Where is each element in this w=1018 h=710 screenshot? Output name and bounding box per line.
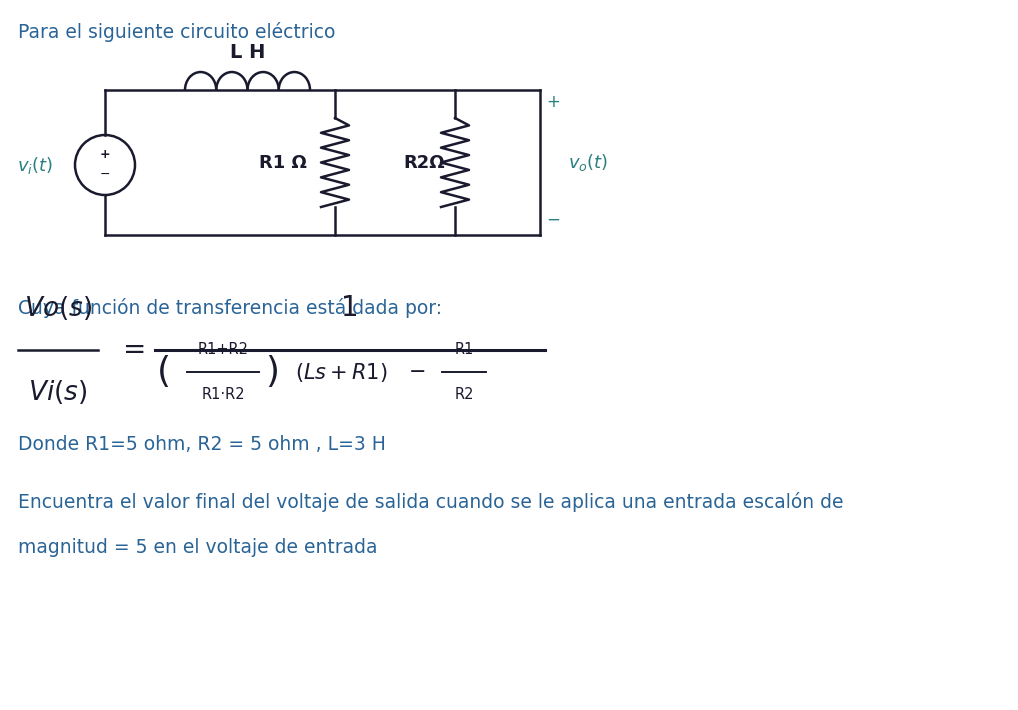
Text: (: ( — [157, 355, 171, 389]
Text: ): ) — [265, 355, 279, 389]
Text: R1·R2: R1·R2 — [202, 387, 244, 402]
Text: +: + — [546, 93, 560, 111]
Text: Donde R1=5 ohm, R2 = 5 ohm , L=3 H: Donde R1=5 ohm, R2 = 5 ohm , L=3 H — [18, 435, 386, 454]
Text: $v_o(t)$: $v_o(t)$ — [568, 152, 609, 173]
Text: Para el siguiente circuito eléctrico: Para el siguiente circuito eléctrico — [18, 22, 335, 42]
Text: +: + — [100, 148, 110, 161]
Text: R1 Ω: R1 Ω — [260, 153, 307, 172]
Text: $v_i(t)$: $v_i(t)$ — [17, 155, 53, 175]
Text: Cuya función de transferencia está dada por:: Cuya función de transferencia está dada … — [18, 298, 442, 318]
Text: Encuentra el valor final del voltaje de salida cuando se le aplica una entrada e: Encuentra el valor final del voltaje de … — [18, 492, 844, 512]
Text: −: − — [546, 211, 560, 229]
Text: magnitud = 5 en el voltaje de entrada: magnitud = 5 en el voltaje de entrada — [18, 538, 378, 557]
Text: $Vi(s)$: $Vi(s)$ — [29, 378, 88, 406]
Text: R2: R2 — [454, 387, 473, 402]
Text: 1: 1 — [341, 294, 358, 322]
Text: −: − — [100, 168, 110, 180]
Text: R1: R1 — [454, 342, 473, 357]
Text: −: − — [409, 362, 427, 382]
Text: =: = — [123, 336, 147, 364]
Text: R1+R2: R1+R2 — [197, 342, 248, 357]
Text: R2Ω: R2Ω — [403, 153, 445, 172]
Text: $(Ls+R1)$: $(Ls+R1)$ — [295, 361, 388, 383]
Text: L H: L H — [230, 43, 265, 62]
Text: $Vo(s)$: $Vo(s)$ — [23, 294, 92, 322]
